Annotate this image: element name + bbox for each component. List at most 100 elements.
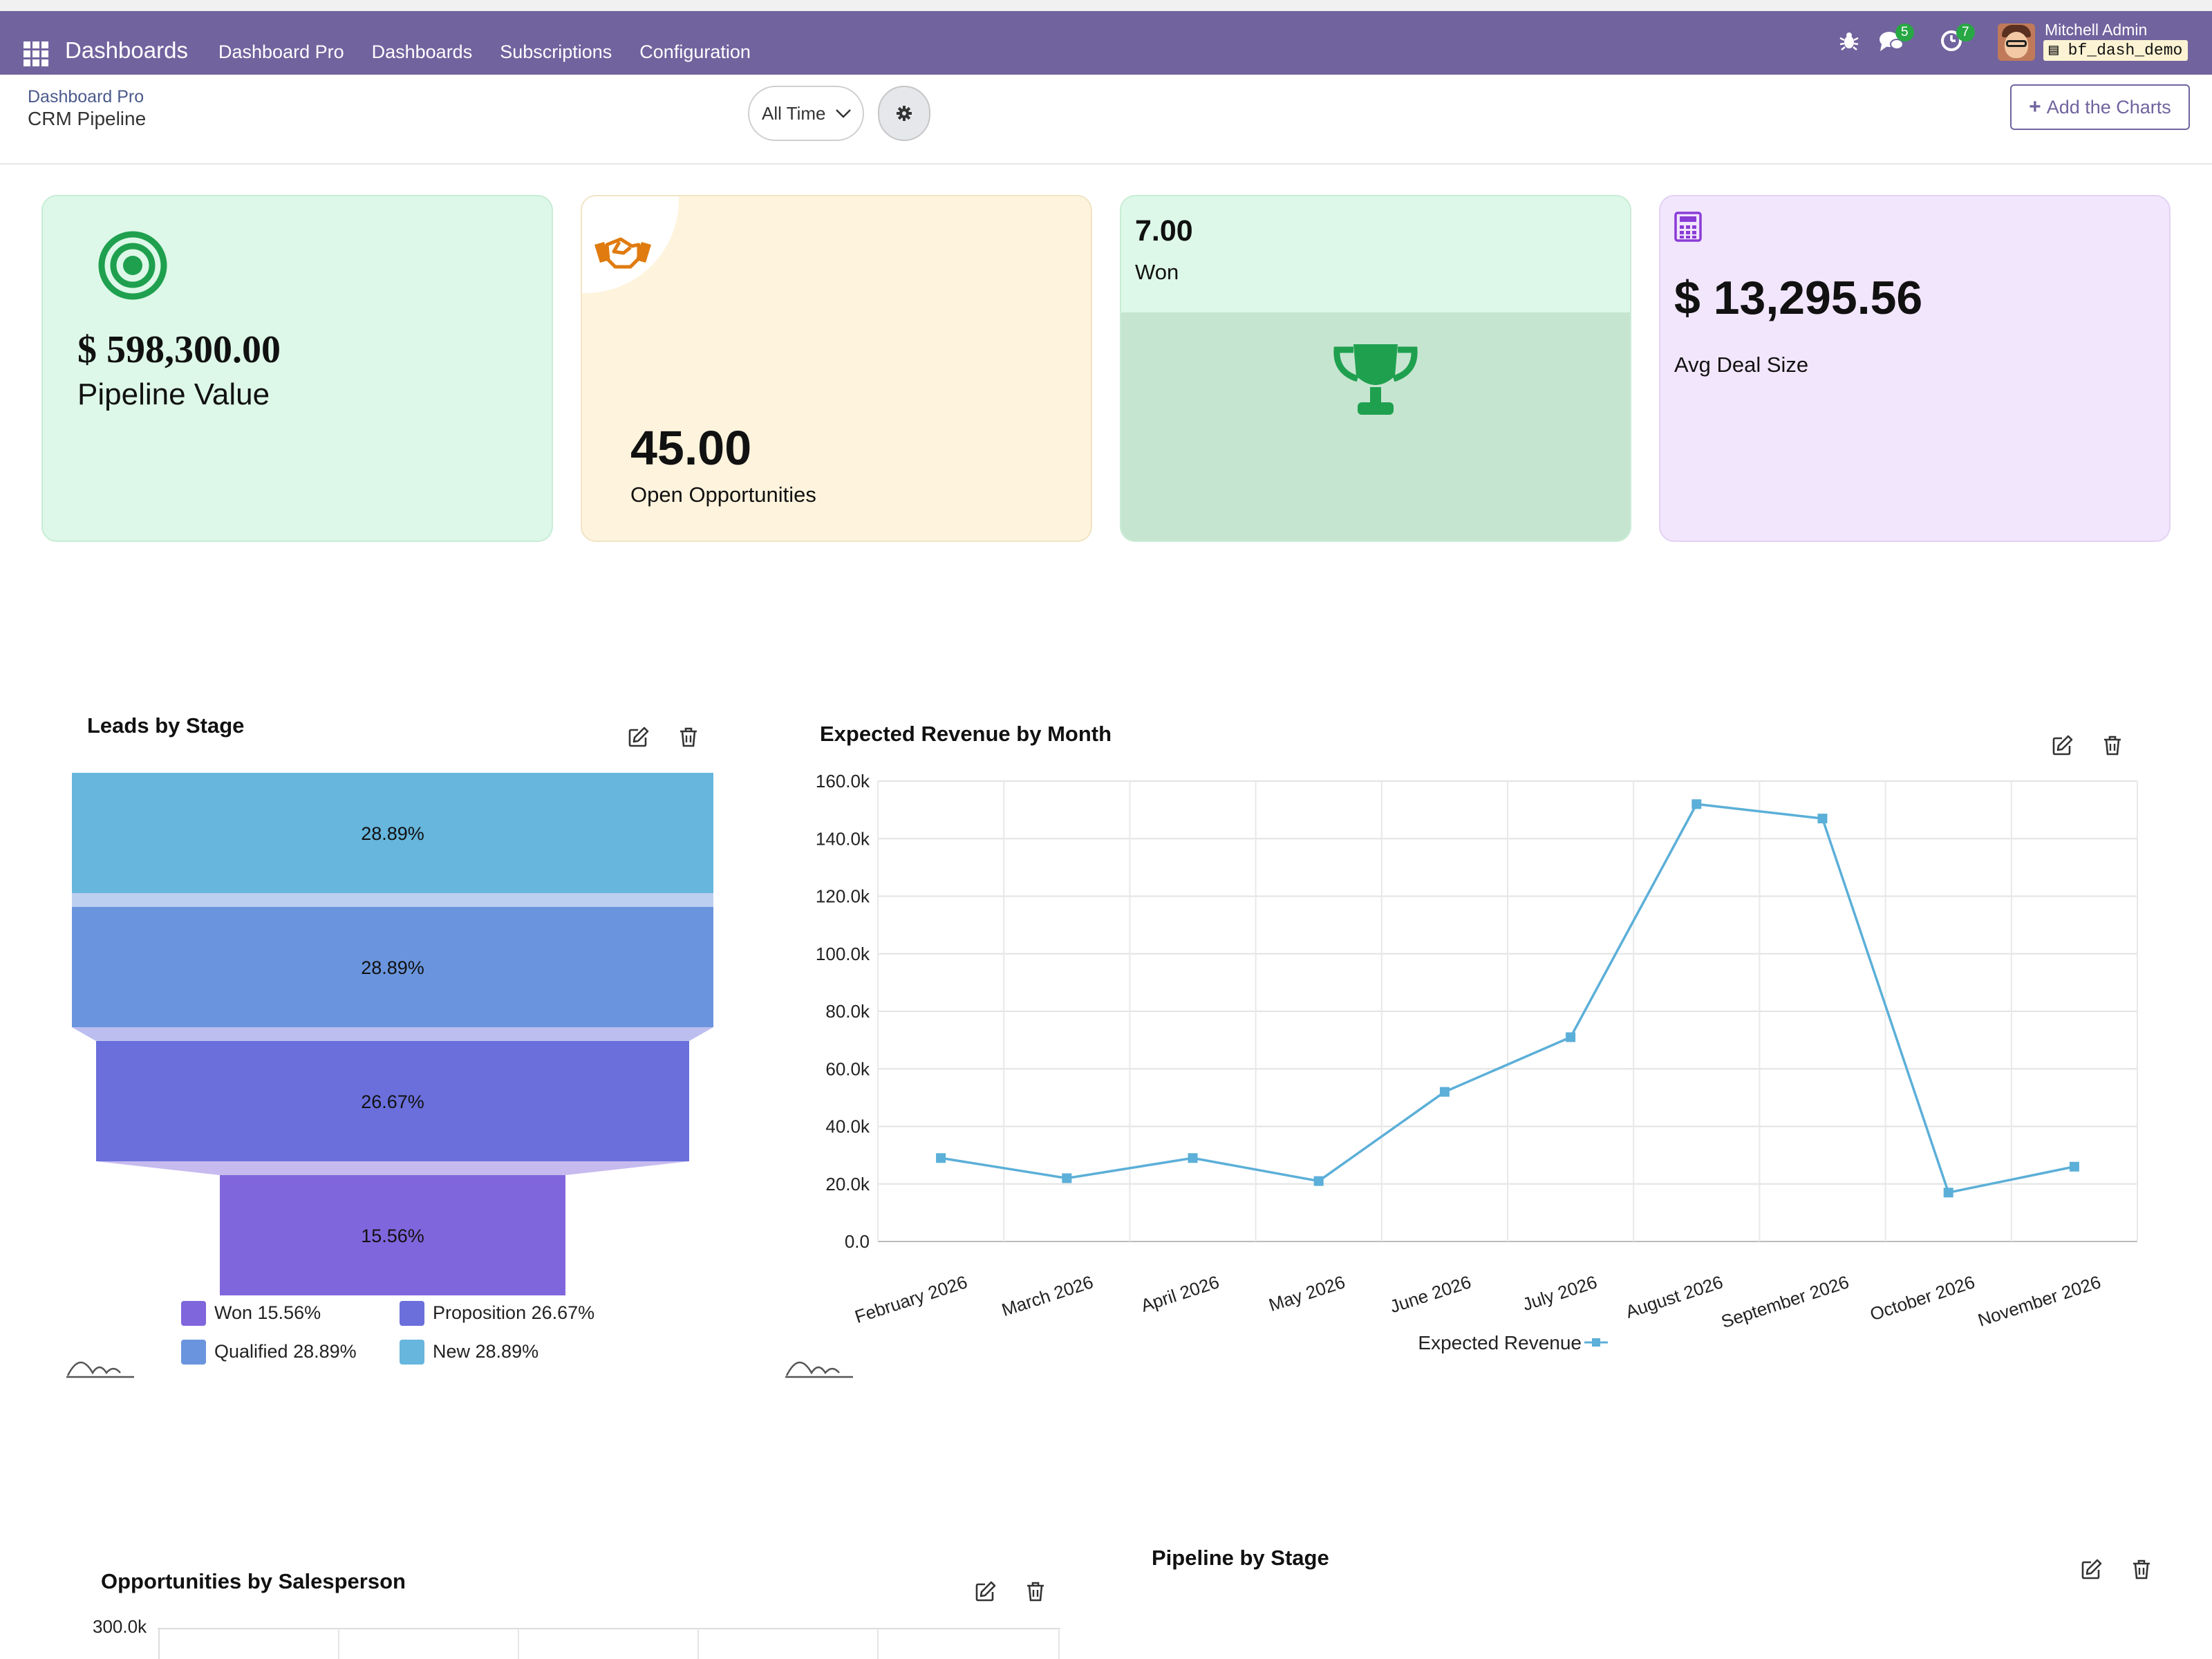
menu-dashboards[interactable]: Dashboards [371, 41, 473, 62]
time-filter-select[interactable]: All Time [748, 86, 864, 141]
legend-label[interactable]: Qualified 28.89% [214, 1341, 357, 1362]
data-point[interactable] [1313, 1176, 1324, 1186]
bar-chart-grid [158, 1628, 1060, 1659]
funnel-value-label: 28.89% [361, 957, 424, 978]
legend-label[interactable]: Won 15.56% [214, 1302, 321, 1323]
menu-dashboard-pro[interactable]: Dashboard Pro [218, 41, 344, 62]
data-point[interactable] [1691, 799, 1702, 809]
target-icon [98, 231, 167, 300]
trophy-icon [1333, 344, 1418, 415]
data-point[interactable] [2069, 1161, 2079, 1172]
data-point[interactable] [1566, 1032, 1576, 1042]
kpi-value: $ 598,300.00 [77, 328, 281, 371]
funnel-value-label: 28.89% [361, 823, 424, 844]
y-tick-label: 100.0k [816, 944, 870, 964]
kpi-label: Open Opportunities [630, 482, 816, 507]
y-tick-label: 120.0k [816, 886, 870, 907]
kpi-value: 7.00 [1135, 214, 1193, 247]
funnel-stage-qualified[interactable] [72, 907, 713, 1027]
kpi-label: Pipeline Value [77, 377, 270, 411]
funnel-stage-new[interactable] [72, 773, 713, 893]
trophy-panel [1121, 312, 1630, 541]
y-tick-label: 60.0k [825, 1058, 870, 1079]
plus-icon: + [2029, 95, 2041, 118]
avatar[interactable] [1998, 24, 2035, 61]
kpi-value: 45.00 [630, 421, 752, 475]
database-name: bf_dash_demo [2068, 41, 2183, 59]
kpi-card-open-opportunities[interactable]: 45.00 Open Opportunities [581, 195, 1092, 542]
data-point[interactable] [1817, 814, 1828, 824]
y-tick-label: 80.0k [825, 1001, 870, 1022]
funnel-connector [72, 1027, 713, 1041]
edit-icon[interactable] [975, 1580, 997, 1602]
funnel-connector [72, 893, 713, 907]
legend-swatch[interactable] [400, 1301, 424, 1326]
apps-icon[interactable] [24, 41, 48, 66]
chart-type-icon[interactable] [784, 1355, 856, 1380]
line-chart-title: Expected Revenue by Month [820, 722, 1112, 746]
data-point[interactable] [1943, 1188, 1953, 1198]
browser-strip [0, 0, 2212, 11]
x-tick-label: May 2026 [1266, 1271, 1348, 1315]
data-point[interactable] [936, 1153, 946, 1163]
kpi-label: Avg Deal Size [1674, 353, 1809, 377]
x-tick-label: November 2026 [1976, 1271, 2103, 1331]
chevron-down-icon [836, 109, 852, 118]
add-charts-button[interactable]: + Add the Charts [2010, 84, 2190, 130]
funnel-chart: 28.89% 28.89% 26.67% 15.56% [72, 773, 713, 1295]
y-tick-label: 140.0k [816, 828, 870, 849]
kpi-card-avg-deal-size[interactable]: $ 13,295.56 Avg Deal Size [1659, 195, 2171, 542]
chat-badge: 5 [1895, 24, 1914, 41]
data-point[interactable] [1188, 1153, 1198, 1163]
chat-icon[interactable] [1879, 30, 1904, 53]
database-chip: ▤ bf_dash_demo [2043, 40, 2188, 61]
bar-chart-title: Opportunities by Salesperson [101, 1569, 406, 1593]
trash-icon[interactable] [677, 726, 700, 748]
breadcrumb-parent[interactable]: Dashboard Pro [28, 87, 144, 106]
y-tick-label: 0.0 [845, 1231, 870, 1252]
data-point[interactable] [1062, 1173, 1072, 1183]
trash-icon[interactable] [2130, 1558, 2153, 1580]
x-tick-label: March 2026 [999, 1271, 1096, 1320]
y-tick-label: 40.0k [825, 1116, 870, 1137]
clock-icon[interactable] [1940, 29, 1963, 53]
edit-icon[interactable] [2052, 734, 2074, 756]
x-tick-label: September 2026 [1718, 1271, 1851, 1332]
bug-icon[interactable] [1839, 30, 1859, 51]
funnel-value-label: 15.56% [361, 1226, 424, 1246]
funnel-stage-won[interactable] [220, 1175, 565, 1295]
legend-label[interactable]: Proposition 26.67% [433, 1302, 595, 1323]
user-name[interactable]: Mitchell Admin [2045, 21, 2148, 39]
x-tick-label: June 2026 [1387, 1271, 1474, 1317]
funnel-chart-title: Leads by Stage [87, 713, 245, 738]
y-tick-label: 20.0k [825, 1174, 870, 1194]
settings-button[interactable] [878, 86, 930, 141]
edit-icon[interactable] [2081, 1558, 2103, 1580]
legend-label[interactable]: Expected Revenue [1418, 1332, 1582, 1353]
trash-icon[interactable] [1024, 1580, 1047, 1602]
kpi-label: Won [1135, 260, 1179, 284]
pie-chart-title: Pipeline by Stage [1152, 1546, 1329, 1570]
bar-chart-ytick: 300.0k [93, 1616, 147, 1637]
time-filter-value: All Time [762, 102, 826, 124]
edit-icon[interactable] [628, 726, 650, 748]
funnel-stage-proposition[interactable] [96, 1041, 689, 1161]
legend-swatch[interactable] [181, 1340, 206, 1365]
app-name[interactable]: Dashboards [65, 37, 188, 63]
menu-subscriptions[interactable]: Subscriptions [500, 41, 612, 62]
legend-swatch[interactable] [181, 1301, 206, 1326]
trash-icon[interactable] [2101, 734, 2124, 756]
kpi-value: $ 13,295.56 [1674, 272, 1923, 324]
funnel-value-label: 26.67% [361, 1091, 424, 1112]
menu-configuration[interactable]: Configuration [639, 41, 751, 62]
y-tick-label: 160.0k [816, 771, 870, 791]
kpi-card-pipeline-value[interactable]: $ 598,300.00 Pipeline Value [41, 195, 553, 542]
x-tick-label: February 2026 [852, 1271, 970, 1327]
x-tick-label: July 2026 [1520, 1271, 1600, 1315]
data-point[interactable] [1439, 1087, 1450, 1097]
chart-type-icon[interactable] [65, 1355, 137, 1380]
legend-swatch[interactable] [400, 1340, 424, 1365]
kpi-card-won[interactable]: 7.00 Won [1120, 195, 1631, 542]
x-tick-label: October 2026 [1867, 1271, 1977, 1324]
legend-label[interactable]: New 28.89% [433, 1341, 539, 1362]
